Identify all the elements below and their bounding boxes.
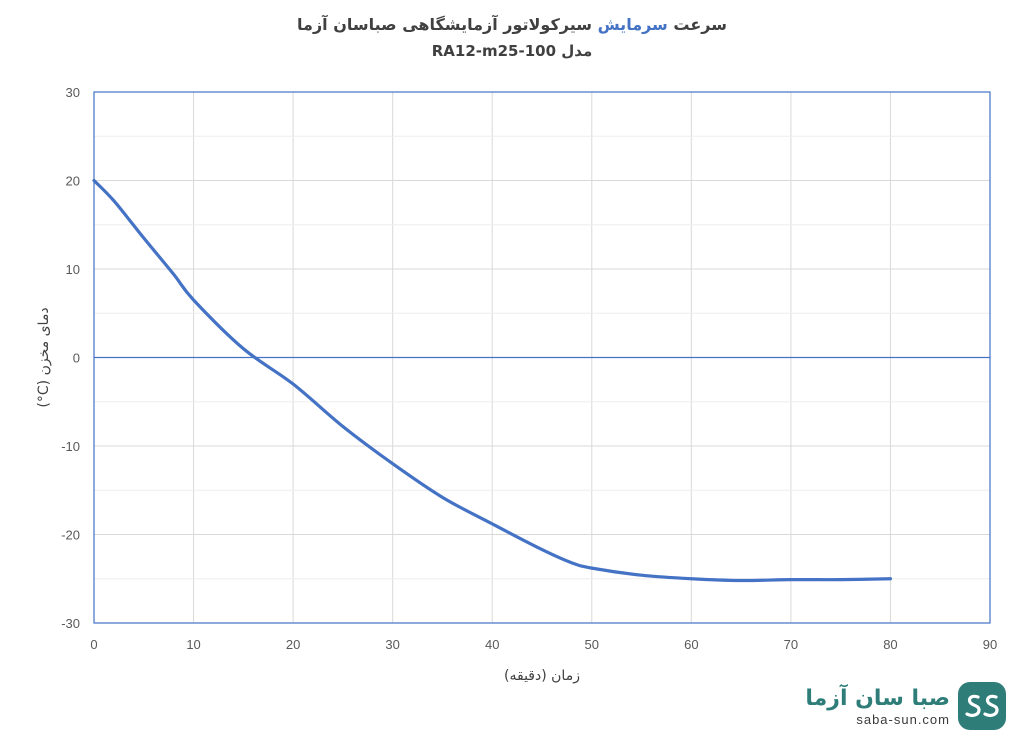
x-tick-label-0: 0 — [90, 637, 97, 652]
title-part-2: سیرکولاتور آزمایشگاهی صباسان آزما — [297, 15, 592, 34]
y-axis-label: دمای مخزن (C°) — [36, 307, 52, 407]
x-tick-label-4: 40 — [485, 637, 499, 652]
x-axis-label: زمان (دقیقه) — [504, 668, 580, 684]
x-tick-label-8: 80 — [883, 637, 897, 652]
x-tick-label-1: 10 — [186, 637, 200, 652]
x-tick-label-9: 90 — [983, 637, 997, 652]
ss-logo-icon — [958, 682, 1006, 730]
logo-text: صبا سان آزما saba-sun.com — [805, 686, 950, 727]
x-tick-label-2: 20 — [286, 637, 300, 652]
title-part-1: سرعت — [673, 15, 727, 34]
title-line-2: مدل RA12-m25-100 — [431, 42, 593, 60]
x-tick-label-7: 70 — [784, 637, 798, 652]
brand-logo: صبا سان آزما saba-sun.com — [805, 680, 1006, 732]
y-tick-label-4: -10 — [61, 439, 80, 454]
logo-url: saba-sun.com — [856, 711, 950, 727]
chart-title: سرعت سرمایش سیرکولاتور آزمایشگاهی صباسان… — [0, 12, 1024, 64]
title-accent-word: سرمایش — [597, 15, 668, 34]
x-tick-label-6: 60 — [684, 637, 698, 652]
logo-brand-name: صبا سان آزما — [805, 685, 950, 711]
series-group — [92, 178, 893, 583]
title-line-1: سرعت سرمایش سیرکولاتور آزمایشگاهی صباسان… — [0, 12, 1024, 38]
axes — [93, 91, 991, 624]
y-tick-label-5: -20 — [61, 528, 80, 543]
y-tick-labels: 30 20 10 0 -10 -20 -30 — [61, 85, 80, 631]
series-line-0 — [92, 178, 893, 583]
x-tick-label-3: 30 — [385, 637, 399, 652]
y-tick-label-1: 20 — [66, 174, 80, 189]
y-tick-label-2: 10 — [66, 262, 80, 277]
y-tick-label-0: 30 — [66, 85, 80, 100]
y-tick-label-6: -30 — [61, 616, 80, 631]
y-tick-label-3: 0 — [73, 351, 80, 366]
x-tick-label-5: 50 — [585, 637, 599, 652]
x-tick-labels: 0 10 20 30 40 50 60 70 80 90 — [90, 637, 997, 652]
